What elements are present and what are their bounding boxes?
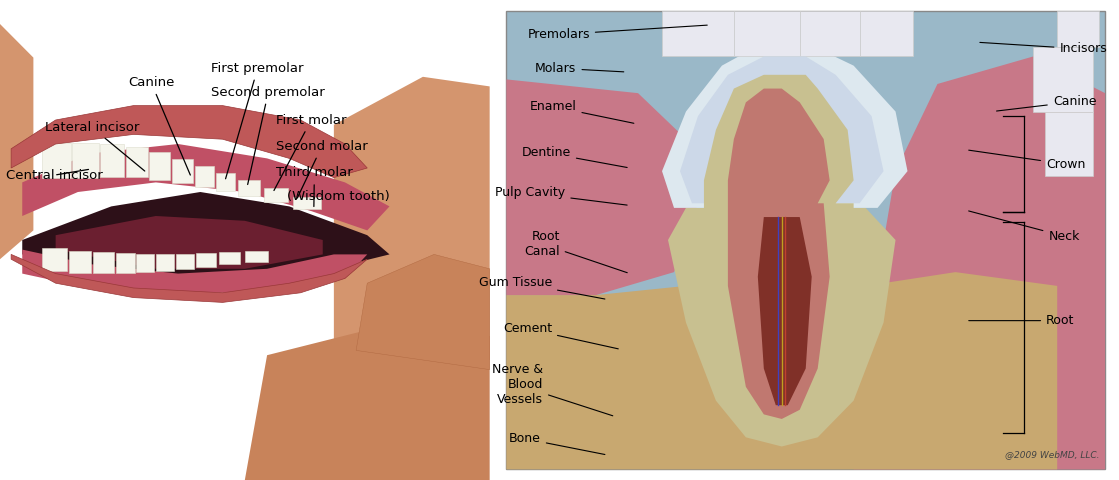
Text: Canine: Canine (997, 95, 1097, 111)
Text: Second premolar: Second premolar (211, 85, 326, 184)
Polygon shape (149, 152, 170, 180)
Bar (507, 11, 1106, 469)
Polygon shape (662, 43, 908, 208)
Text: Root: Root (969, 314, 1074, 327)
Polygon shape (680, 57, 884, 204)
Text: Incisors: Incisors (980, 42, 1107, 56)
Polygon shape (22, 250, 367, 293)
Polygon shape (156, 254, 173, 271)
Text: @2009 WebMD, LLC.: @2009 WebMD, LLC. (1005, 450, 1099, 459)
Polygon shape (172, 159, 192, 183)
Text: (Wisdom tooth): (Wisdom tooth) (288, 190, 389, 204)
Polygon shape (73, 143, 100, 178)
Polygon shape (836, 57, 1106, 469)
Text: Crown: Crown (969, 150, 1085, 171)
Polygon shape (43, 143, 72, 178)
Polygon shape (135, 254, 153, 272)
Polygon shape (43, 248, 67, 271)
Polygon shape (11, 106, 367, 178)
Text: Molars: Molars (535, 61, 623, 75)
Polygon shape (11, 254, 367, 302)
Polygon shape (507, 79, 698, 295)
Polygon shape (101, 144, 123, 177)
Text: Second molar: Second molar (276, 140, 368, 198)
Polygon shape (0, 0, 501, 480)
Text: Central incisor: Central incisor (6, 168, 102, 182)
Polygon shape (56, 216, 322, 269)
Polygon shape (293, 197, 320, 209)
Polygon shape (264, 188, 289, 202)
Polygon shape (245, 322, 490, 480)
Text: Premolars: Premolars (527, 25, 707, 41)
Text: Pulp Cavity: Pulp Cavity (496, 186, 627, 205)
Text: Nerve &
Blood
Vessels: Nerve & Blood Vessels (492, 363, 613, 416)
Text: Dentine: Dentine (521, 146, 627, 168)
Text: Enamel: Enamel (529, 100, 633, 123)
Polygon shape (704, 75, 854, 433)
Polygon shape (758, 217, 811, 405)
Polygon shape (734, 11, 800, 57)
Polygon shape (195, 166, 214, 187)
Polygon shape (176, 254, 194, 269)
Polygon shape (662, 11, 734, 57)
Polygon shape (0, 24, 34, 259)
Polygon shape (22, 144, 389, 230)
Polygon shape (245, 251, 269, 262)
Polygon shape (1045, 111, 1093, 176)
Text: First molar: First molar (274, 113, 347, 191)
Polygon shape (69, 251, 92, 273)
Polygon shape (1057, 11, 1099, 47)
Polygon shape (507, 272, 1057, 469)
Polygon shape (22, 192, 389, 283)
Text: Third molar: Third molar (276, 166, 352, 206)
Text: First premolar: First premolar (211, 61, 304, 179)
Polygon shape (115, 253, 134, 273)
Text: Bone: Bone (509, 432, 605, 455)
Text: Root
Canal: Root Canal (524, 230, 628, 273)
Polygon shape (196, 253, 216, 267)
Polygon shape (94, 252, 113, 273)
Polygon shape (668, 208, 895, 446)
Text: Lateral incisor: Lateral incisor (45, 120, 144, 171)
Polygon shape (238, 180, 261, 196)
Polygon shape (219, 252, 241, 264)
Polygon shape (125, 147, 148, 177)
Polygon shape (216, 173, 235, 191)
Polygon shape (800, 11, 859, 57)
Text: Neck: Neck (969, 211, 1080, 243)
Polygon shape (859, 11, 913, 57)
Polygon shape (1033, 47, 1093, 111)
Text: Cement: Cement (502, 322, 619, 349)
Text: Gum Tissue: Gum Tissue (479, 276, 605, 299)
Polygon shape (333, 77, 490, 360)
Polygon shape (727, 89, 829, 419)
Text: Canine: Canine (128, 76, 190, 175)
Polygon shape (356, 254, 490, 370)
